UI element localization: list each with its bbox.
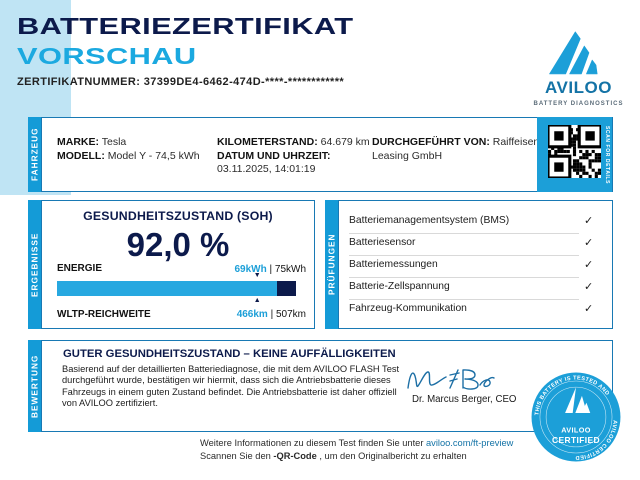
svg-text:AVILOO: AVILOO <box>561 425 591 434</box>
